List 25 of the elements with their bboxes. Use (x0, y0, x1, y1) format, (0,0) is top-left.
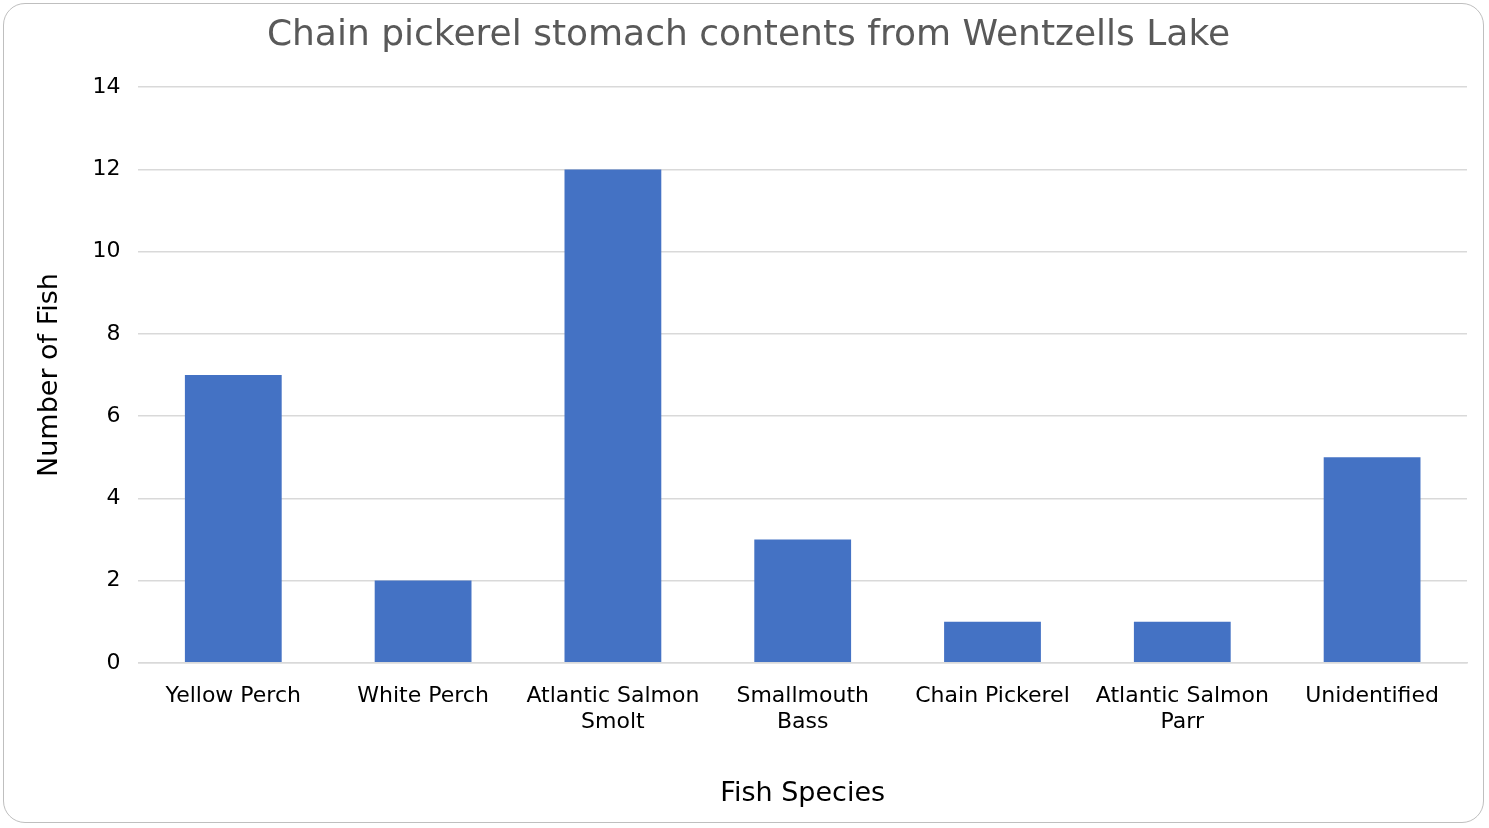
x-tick-label: White Perch (357, 681, 489, 707)
bar (184, 375, 282, 663)
bar (754, 539, 852, 663)
chart-title: Chain pickerel stomach contents from Wentzells Lake (266, 11, 1231, 53)
y-tick-label: 0 (106, 648, 121, 674)
bar (1323, 457, 1421, 663)
y-tick-label: 4 (106, 484, 121, 510)
bar (944, 621, 1041, 663)
x-tick-label: Unidentified (1305, 681, 1439, 707)
y-tick-label: 14 (92, 72, 121, 98)
y-tick-label: 10 (92, 237, 121, 263)
y-tick-label: 12 (92, 155, 121, 181)
x-tick-label: Yellow Perch (164, 681, 301, 707)
y-tick-label: 6 (106, 401, 121, 427)
x-tick-label: Atlantic Salmon Smolt (526, 681, 700, 734)
x-tick-label: Atlantic Salmon Parr (1095, 681, 1269, 734)
x-tick-label: Chain Pickerel (915, 681, 1070, 707)
y-tick-label: 2 (106, 566, 121, 592)
bar (1133, 621, 1231, 663)
x-tick-label: Smallmouth Bass (736, 681, 869, 734)
y-axis-title: Number of Fish (32, 273, 64, 477)
y-tick-label: 8 (106, 319, 121, 345)
bar (564, 169, 662, 663)
x-axis-title: Fish Species (720, 775, 886, 807)
bar (374, 580, 472, 663)
